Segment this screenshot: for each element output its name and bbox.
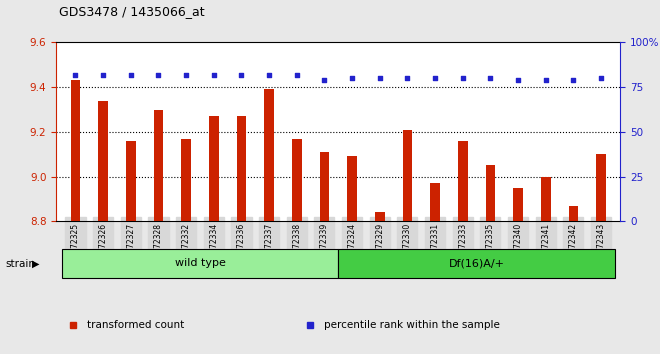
Point bbox=[236, 72, 247, 78]
Point bbox=[485, 75, 496, 81]
Text: ▶: ▶ bbox=[32, 259, 39, 269]
Bar bbox=[338, 249, 615, 278]
Bar bbox=[126, 141, 135, 221]
Point bbox=[457, 75, 468, 81]
Bar bbox=[347, 156, 357, 221]
Bar bbox=[430, 183, 440, 221]
Text: percentile rank within the sample: percentile rank within the sample bbox=[324, 320, 500, 330]
Bar bbox=[264, 90, 274, 221]
Text: strain: strain bbox=[5, 259, 35, 269]
Bar bbox=[375, 212, 385, 221]
Point bbox=[541, 77, 551, 83]
Bar bbox=[209, 116, 218, 221]
Point bbox=[70, 72, 81, 78]
Point bbox=[513, 77, 523, 83]
Bar bbox=[154, 109, 163, 221]
Point bbox=[374, 75, 385, 81]
Bar bbox=[541, 177, 550, 221]
Bar bbox=[71, 80, 81, 221]
Bar bbox=[182, 138, 191, 221]
Point bbox=[209, 72, 219, 78]
Point bbox=[596, 75, 607, 81]
Point bbox=[292, 72, 302, 78]
Bar bbox=[596, 154, 606, 221]
Point bbox=[319, 77, 330, 83]
Bar bbox=[513, 188, 523, 221]
Point bbox=[568, 77, 579, 83]
Point bbox=[264, 72, 275, 78]
Point bbox=[402, 75, 412, 81]
Bar bbox=[486, 165, 495, 221]
Text: Df(16)A/+: Df(16)A/+ bbox=[449, 258, 504, 268]
Text: transformed count: transformed count bbox=[87, 320, 184, 330]
Text: wild type: wild type bbox=[174, 258, 225, 268]
Bar bbox=[292, 138, 302, 221]
Point bbox=[430, 75, 440, 81]
Bar bbox=[61, 249, 338, 278]
Bar bbox=[319, 152, 329, 221]
Bar bbox=[403, 130, 412, 221]
Point bbox=[98, 72, 108, 78]
Bar bbox=[458, 141, 467, 221]
Point bbox=[153, 72, 164, 78]
Bar bbox=[568, 206, 578, 221]
Bar bbox=[98, 101, 108, 221]
Bar bbox=[236, 116, 246, 221]
Text: GDS3478 / 1435066_at: GDS3478 / 1435066_at bbox=[59, 5, 205, 18]
Point bbox=[125, 72, 136, 78]
Point bbox=[346, 75, 357, 81]
Point bbox=[181, 72, 191, 78]
